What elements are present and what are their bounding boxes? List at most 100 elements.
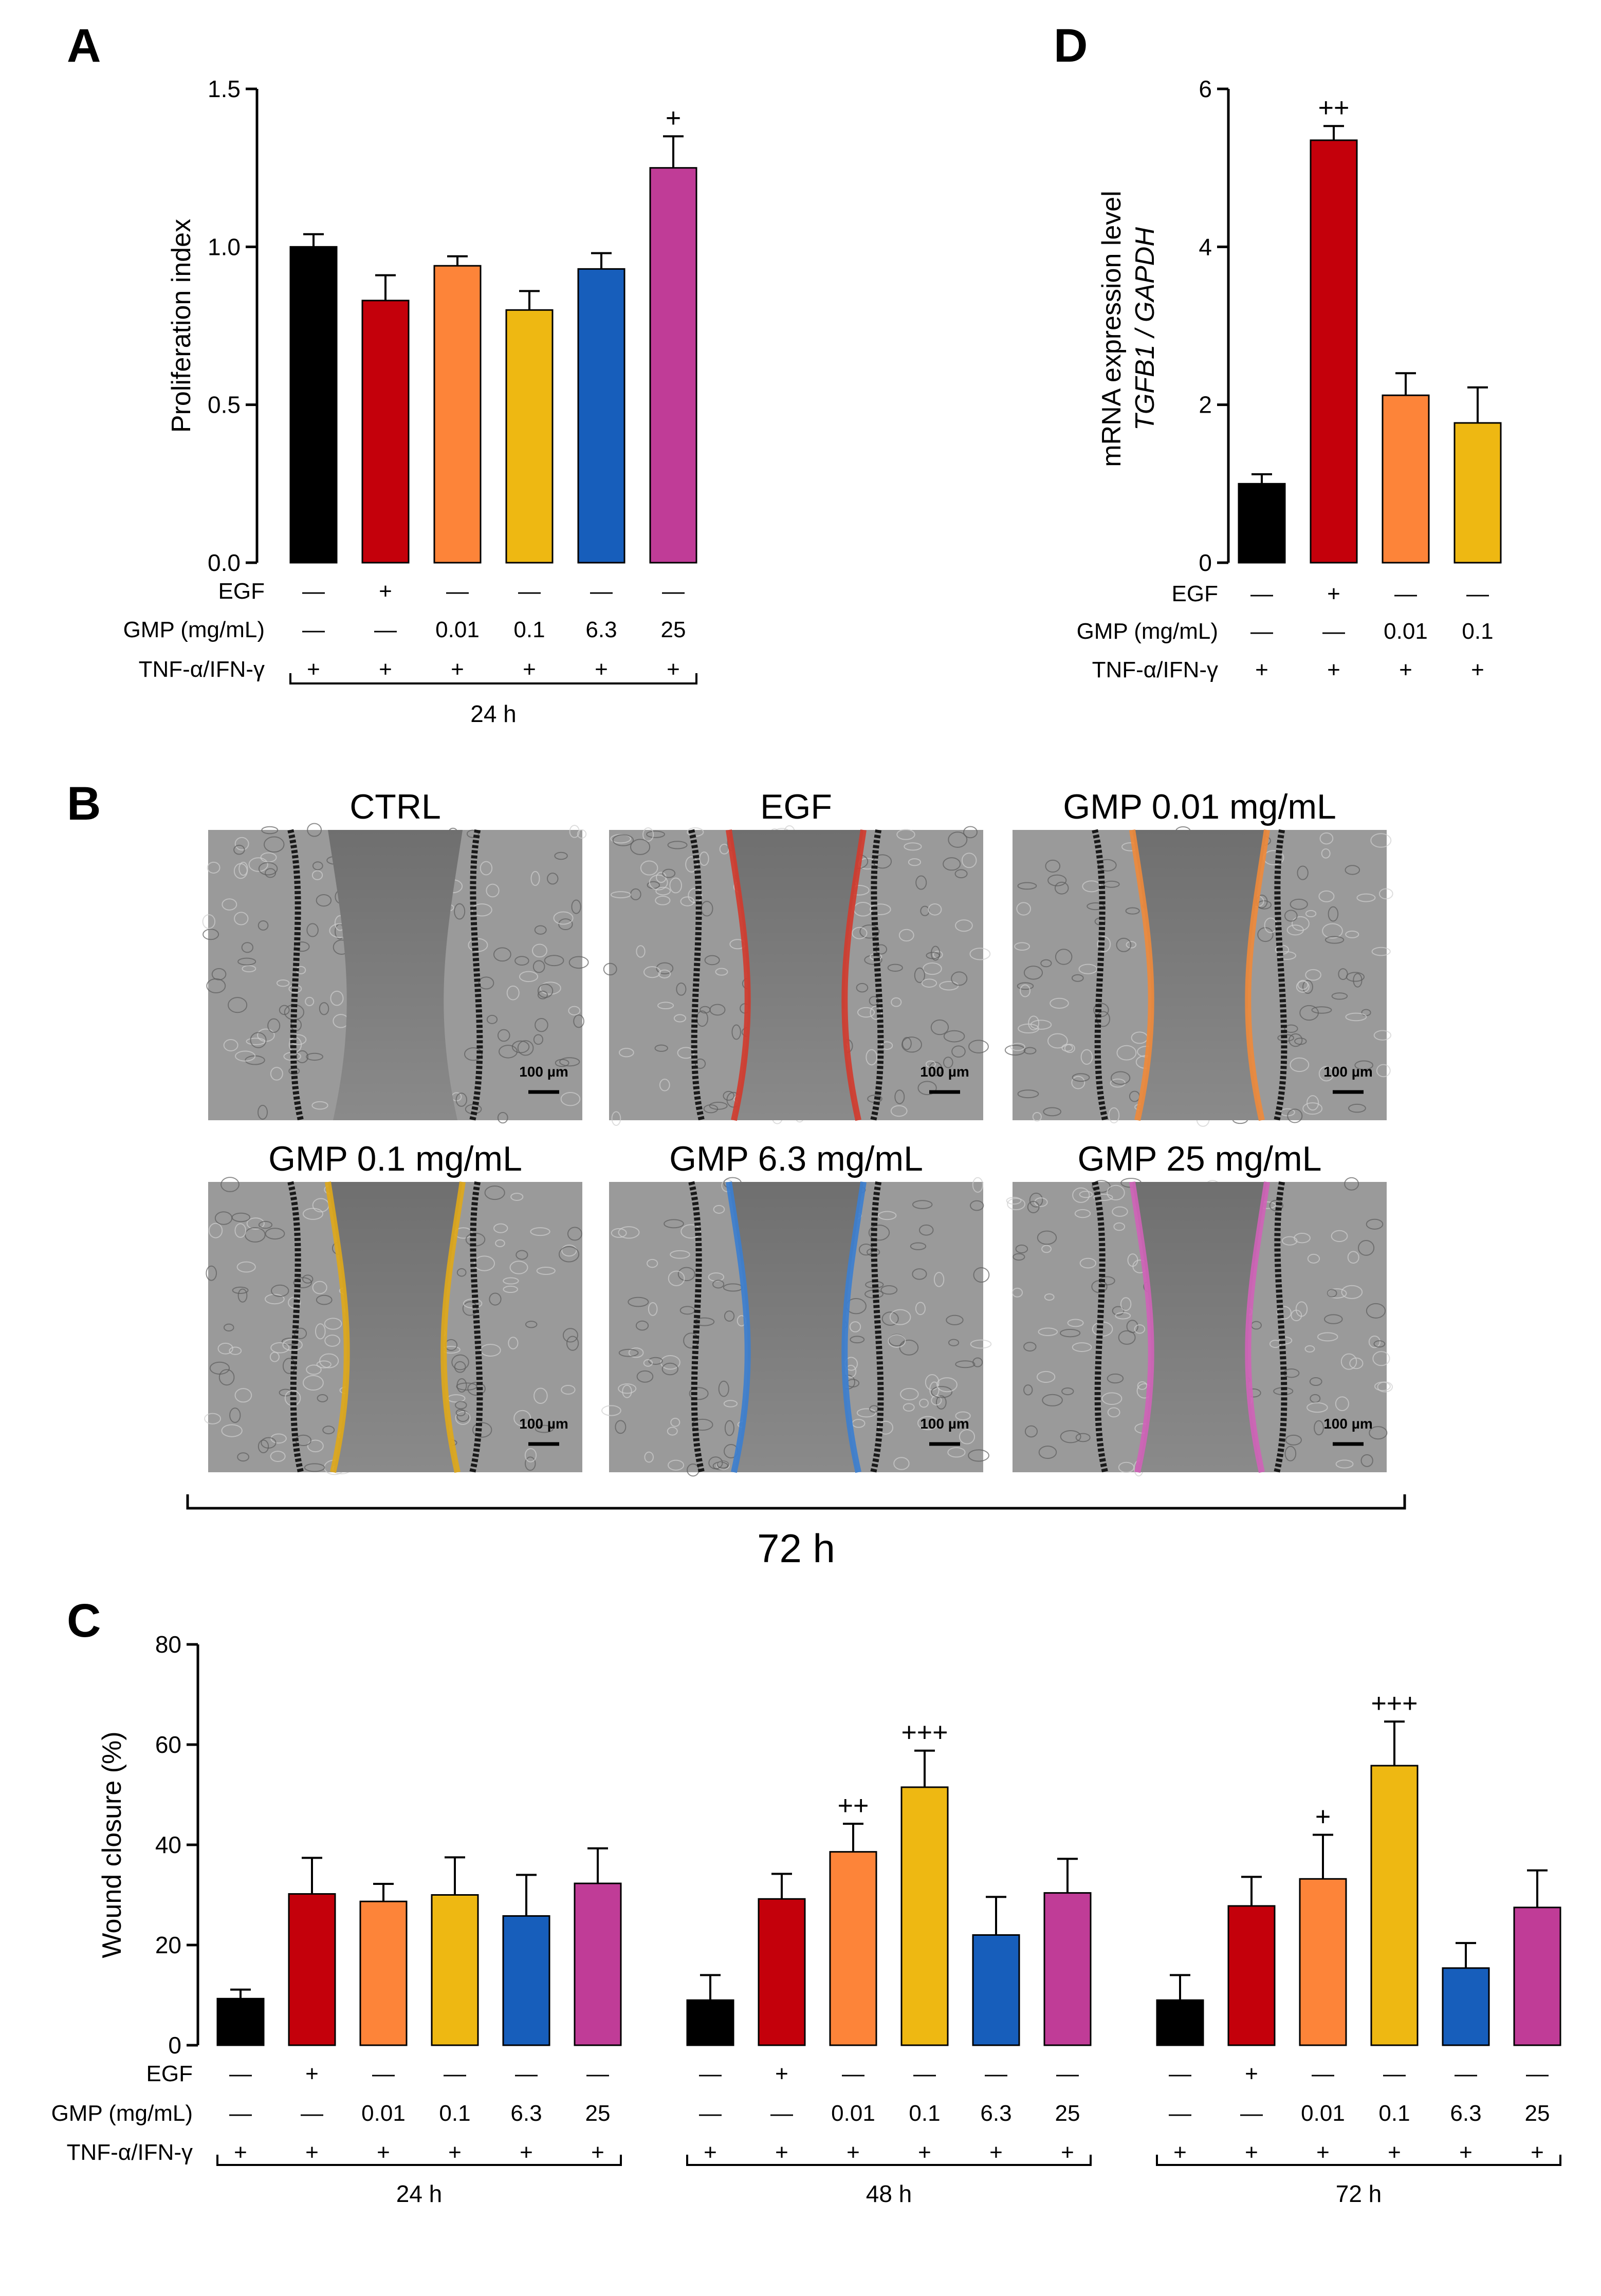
group-label: 48 h	[866, 2180, 912, 2207]
cell-texture	[611, 1228, 627, 1238]
condition-tnf: +	[379, 657, 392, 682]
cell-texture	[903, 1403, 915, 1412]
cell-texture	[514, 956, 529, 966]
cell-texture	[238, 861, 248, 876]
cell-texture	[1047, 1033, 1068, 1049]
cell-texture	[495, 1239, 505, 1248]
cell-texture	[610, 891, 631, 899]
y-axis-label-line2: TGFB1 / GAPDH	[1130, 227, 1160, 431]
cell-texture	[525, 1321, 538, 1328]
cell-texture	[316, 1294, 333, 1305]
cell-texture	[628, 1297, 649, 1307]
cell-texture	[305, 996, 315, 1006]
cell-texture	[1061, 1387, 1074, 1396]
y-axis-label: Proliferation index	[167, 219, 196, 433]
cell-texture	[524, 1448, 537, 1462]
cell-texture	[968, 1040, 989, 1053]
cell-texture	[1079, 1257, 1097, 1269]
cell-texture	[1127, 1253, 1138, 1267]
cell-texture	[731, 1024, 741, 1040]
condition-tnf: +	[448, 2140, 462, 2165]
micrograph-title: GMP 25 mg/mL	[1078, 1139, 1322, 1178]
cell-texture	[1311, 1006, 1332, 1014]
cell-texture	[899, 1339, 919, 1356]
initial-wound-edge-right	[1274, 829, 1287, 1121]
condition-gmp: 6.3	[585, 617, 617, 642]
closure-edge-left	[1129, 829, 1154, 1121]
cell-texture	[569, 825, 580, 838]
condition-gmp: 0.1	[513, 617, 545, 642]
cell-texture	[508, 1337, 519, 1349]
cell-texture	[951, 1045, 966, 1058]
cell-texture	[878, 1420, 894, 1435]
wound-gap	[327, 1182, 463, 1472]
cell-texture	[968, 1449, 989, 1462]
cell-texture	[972, 1177, 984, 1193]
cell-texture	[250, 1032, 267, 1048]
cell-texture	[1067, 1319, 1084, 1327]
cell-texture	[568, 1006, 581, 1015]
cell-texture	[611, 1111, 621, 1126]
condition-gmp: 25	[1525, 2101, 1550, 2126]
cell-texture	[1278, 1336, 1293, 1345]
cell-texture	[947, 1447, 966, 1458]
condition-gmp: 0.01	[1384, 619, 1428, 644]
cell-texture	[1306, 1402, 1328, 1413]
cell-texture	[261, 1437, 277, 1449]
cell-texture	[646, 830, 666, 838]
bar	[1299, 1878, 1347, 2046]
condition-egf: —	[842, 2061, 864, 2086]
cell-texture	[233, 844, 245, 855]
cell-texture	[655, 895, 671, 905]
cell-texture	[1289, 1033, 1303, 1047]
cell-texture	[281, 1338, 299, 1346]
cell-texture	[1110, 1071, 1131, 1085]
cell-texture	[211, 968, 227, 980]
cell-texture	[1306, 1095, 1319, 1111]
cell-texture	[1378, 888, 1393, 900]
cell-texture	[943, 1030, 965, 1043]
cell-texture	[1071, 1076, 1085, 1089]
condition-tnf: +	[595, 657, 608, 682]
cell-texture	[223, 1039, 238, 1051]
cell-texture	[1369, 1426, 1388, 1440]
cell-texture	[1305, 910, 1317, 917]
condition-gmp: —	[301, 2101, 323, 2126]
cell-texture	[306, 1052, 323, 1061]
closure-edge-left	[726, 829, 751, 1121]
cell-texture	[1116, 1045, 1137, 1061]
cell-texture	[279, 1005, 290, 1015]
cell-texture	[208, 1223, 223, 1238]
cell-texture	[456, 1268, 467, 1277]
cell-texture	[1103, 880, 1120, 888]
closure-edge-left	[325, 1181, 350, 1473]
bar	[1156, 1999, 1204, 2046]
cell-texture	[880, 1285, 898, 1295]
cell-texture	[1318, 890, 1335, 902]
cell-texture	[904, 842, 922, 851]
condition-tnf: +	[1316, 2140, 1330, 2165]
cell-texture	[503, 1277, 519, 1285]
cell-texture	[234, 1223, 247, 1238]
panel-label-a: A	[67, 20, 101, 72]
cell-texture	[532, 960, 545, 973]
cell-texture	[955, 1360, 976, 1368]
micrograph-1: CTRL 100 µm	[202, 787, 589, 1124]
y-tick-label: 40	[155, 1831, 181, 1858]
condition-tnf: +	[1399, 657, 1412, 682]
cell-texture	[1072, 1187, 1090, 1203]
cell-texture	[1028, 1015, 1040, 1031]
condition-tnf: +	[704, 2140, 717, 2165]
cell-texture	[324, 1318, 342, 1330]
cell-texture	[217, 1342, 233, 1355]
cell-texture	[635, 1320, 649, 1331]
cell-texture	[204, 1413, 222, 1424]
cell-texture	[537, 984, 554, 998]
cell-texture	[1030, 1020, 1052, 1030]
y-tick-label: 6	[1199, 76, 1212, 102]
cell-texture	[724, 1420, 734, 1436]
micrograph-time-bracket	[186, 1494, 1406, 1510]
cell-texture	[535, 1424, 554, 1433]
cell-texture	[935, 1395, 947, 1410]
cell-texture	[1072, 1073, 1090, 1082]
